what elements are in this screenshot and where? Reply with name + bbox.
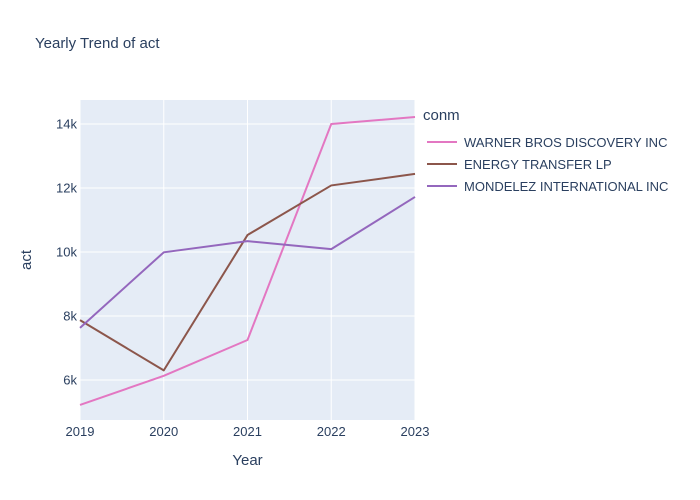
y-tick-label: 6k bbox=[63, 373, 77, 388]
y-axis-label: act bbox=[18, 249, 35, 270]
x-tick-label: 2022 bbox=[317, 424, 346, 439]
series-line bbox=[79, 115, 416, 406]
chart-title: Yearly Trend of act bbox=[35, 35, 160, 52]
x-axis-label: Year bbox=[232, 452, 262, 469]
x-tick-label: 2020 bbox=[149, 424, 178, 439]
legend-label: ENERGY TRANSFER LP bbox=[464, 156, 612, 172]
legend-title: conm bbox=[423, 107, 460, 124]
legend-item[interactable]: ENERGY TRANSFER LP bbox=[423, 153, 668, 175]
gridlines bbox=[79, 100, 416, 420]
legend-label: MONDELEZ INTERNATIONAL INC bbox=[464, 178, 669, 194]
series-lines bbox=[79, 115, 416, 406]
legend-swatch bbox=[427, 185, 457, 187]
y-tick-label: 12k bbox=[56, 181, 77, 196]
x-tick-label: 2019 bbox=[66, 424, 95, 439]
legend-item[interactable]: WARNER BROS DISCOVERY INC bbox=[423, 131, 668, 153]
y-tick-label: 10k bbox=[56, 245, 77, 260]
legend-items: WARNER BROS DISCOVERY INC ENERGY TRANSFER… bbox=[423, 131, 668, 197]
legend: conm WARNER BROS DISCOVERY INC ENERGY TRA… bbox=[423, 107, 668, 197]
legend-swatch bbox=[427, 163, 457, 165]
x-tick-label: 2023 bbox=[401, 424, 430, 439]
x-tick-label: 2021 bbox=[233, 424, 262, 439]
legend-label: WARNER BROS DISCOVERY INC bbox=[464, 134, 668, 150]
y-tick-label: 14k bbox=[56, 117, 77, 132]
series-line bbox=[79, 172, 416, 372]
axis-ticks: 2019 2020 2021 2022 2023 6k 8k 10k 12k 14k bbox=[56, 117, 429, 440]
y-tick-label: 8k bbox=[63, 309, 77, 324]
legend-swatch bbox=[427, 141, 457, 143]
legend-item[interactable]: MONDELEZ INTERNATIONAL INC bbox=[423, 175, 668, 197]
series-line bbox=[79, 196, 416, 329]
